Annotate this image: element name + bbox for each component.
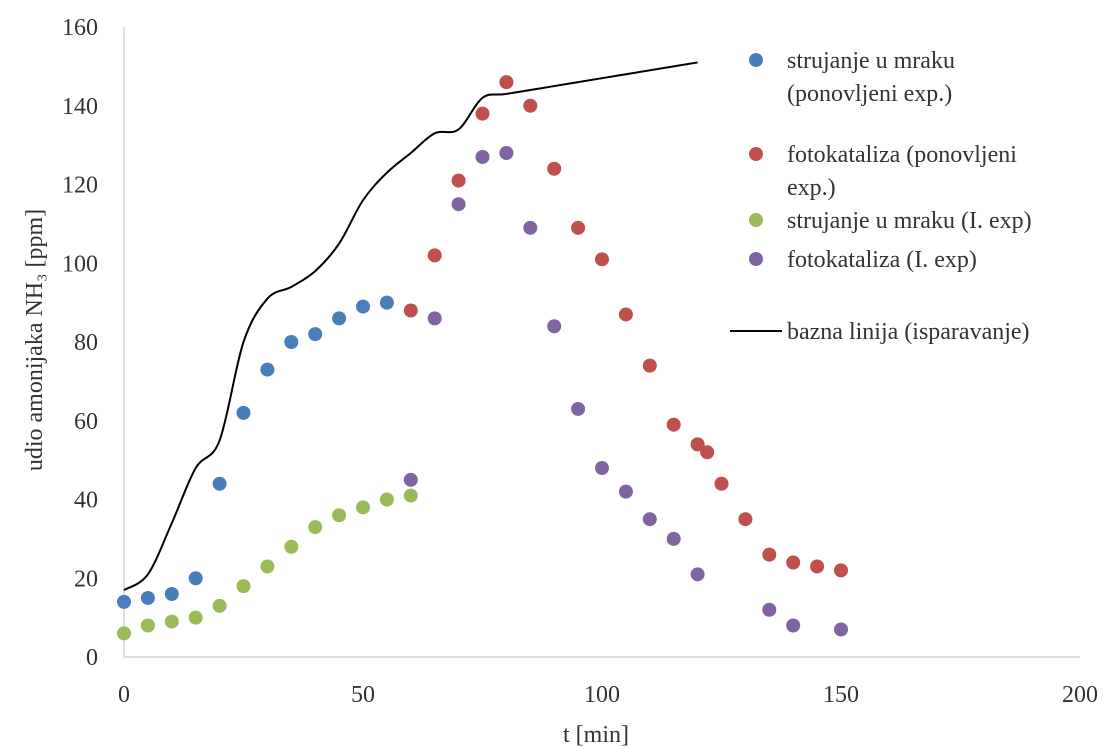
x-tick-label: 200 xyxy=(1062,682,1098,708)
data-point xyxy=(618,307,633,322)
legend-label: strujanje u mraku (I. exp) xyxy=(787,208,1032,234)
data-point xyxy=(810,559,825,574)
x-axis-title: t [min] xyxy=(563,722,629,748)
data-point xyxy=(332,508,347,523)
data-point xyxy=(356,500,370,515)
legend-marker xyxy=(749,147,763,161)
legend-label: exp.) xyxy=(787,175,836,201)
data-point xyxy=(642,512,657,527)
legend-marker xyxy=(749,252,763,266)
legend-label: fotokataliza (ponovljeni xyxy=(787,142,1017,168)
legend-marker xyxy=(749,213,763,227)
data-point xyxy=(164,587,179,601)
data-point xyxy=(451,173,466,188)
legend: strujanje u mraku (ponovljeni exp.) fotoka… xyxy=(730,48,1032,345)
x-tick-label: 100 xyxy=(584,682,620,708)
data-point xyxy=(618,484,633,499)
data-point xyxy=(690,437,705,452)
y-tick-label: 80 xyxy=(74,330,98,356)
data-point xyxy=(547,161,562,176)
data-point xyxy=(308,327,323,342)
y-tick-label: 160 xyxy=(62,15,98,41)
data-point xyxy=(236,405,251,420)
data-point xyxy=(379,492,394,507)
x-tick-label: 0 xyxy=(118,682,130,708)
y-tick-label: 40 xyxy=(74,488,98,514)
y-tick-label: 60 xyxy=(74,409,98,435)
data-point xyxy=(260,362,275,377)
data-point xyxy=(499,75,514,90)
legend-label: strujanje u mraku xyxy=(787,48,955,74)
data-point xyxy=(834,622,848,637)
data-point xyxy=(140,590,155,605)
data-point xyxy=(700,445,715,460)
data-point xyxy=(571,401,586,416)
data-point xyxy=(595,461,609,475)
legend-label: bazna linija (isparavanje) xyxy=(787,319,1030,345)
data-point xyxy=(403,303,418,318)
data-point xyxy=(786,618,801,633)
y-tick-label: 100 xyxy=(62,251,98,277)
data-point xyxy=(403,488,418,503)
data-point xyxy=(260,559,275,574)
data-point xyxy=(714,476,729,491)
data-point xyxy=(499,146,514,160)
data-point xyxy=(379,295,394,310)
y-tick-label: 140 xyxy=(62,94,98,120)
data-point xyxy=(690,567,705,582)
data-point xyxy=(164,614,179,629)
data-point xyxy=(642,358,657,373)
data-point xyxy=(571,220,586,235)
data-point xyxy=(834,563,848,578)
data-point xyxy=(666,531,681,546)
data-point xyxy=(762,602,777,617)
series-line xyxy=(123,61,698,591)
data-point xyxy=(117,626,131,641)
data-point xyxy=(356,299,370,314)
legend-label: (ponovljeni exp.) xyxy=(787,81,952,107)
data-point xyxy=(475,149,490,164)
data-point xyxy=(236,579,251,594)
x-tick-label: 150 xyxy=(823,682,859,708)
data-point xyxy=(308,520,323,535)
data-point xyxy=(523,220,538,235)
data-point xyxy=(403,472,418,487)
data-point xyxy=(786,555,801,570)
data-point xyxy=(523,98,538,113)
data-point xyxy=(666,417,681,432)
data-point xyxy=(427,311,442,326)
data-point xyxy=(212,598,227,613)
data-point xyxy=(762,547,777,562)
data-point xyxy=(284,335,299,349)
plot-area xyxy=(117,61,848,641)
data-point xyxy=(738,512,753,527)
data-point xyxy=(332,311,347,326)
data-point xyxy=(475,106,490,121)
data-point xyxy=(451,197,466,212)
y-axis-title: udio amonijaka NH₃ [ppm] xyxy=(22,209,48,471)
y-tick-label: 120 xyxy=(62,173,98,199)
data-point xyxy=(284,539,299,554)
y-tick-label: 0 xyxy=(86,645,98,671)
data-point xyxy=(188,571,203,586)
data-point xyxy=(427,248,442,263)
legend-label: fotokataliza (I. exp) xyxy=(787,247,977,273)
data-point xyxy=(547,319,562,334)
data-point xyxy=(212,476,227,491)
data-point xyxy=(140,618,155,633)
data-point xyxy=(117,594,131,609)
data-point xyxy=(595,252,609,267)
y-tick-label: 20 xyxy=(74,566,98,592)
data-point xyxy=(188,610,203,625)
legend-marker xyxy=(749,53,763,67)
x-tick-label: 50 xyxy=(351,682,375,708)
axes: 0 20 40 60 80 100 120 140 160 0 50 100 150 200 xyxy=(62,15,1098,708)
